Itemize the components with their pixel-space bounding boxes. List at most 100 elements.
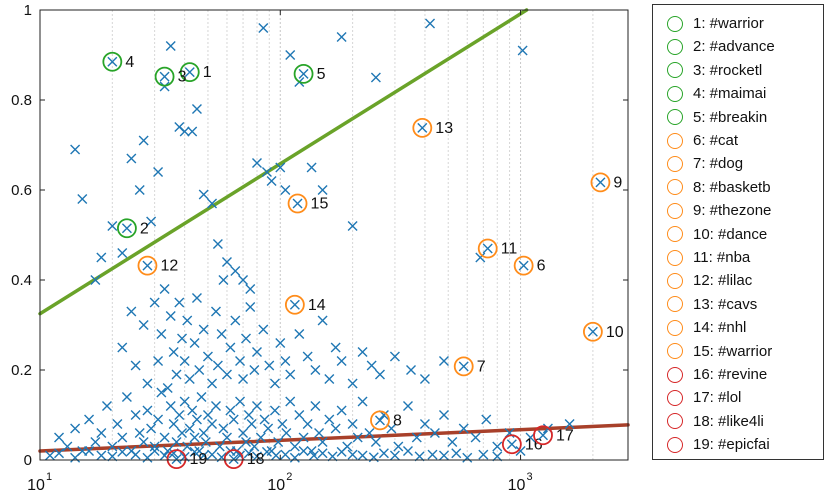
legend-label: 9: #thezone [693, 202, 772, 220]
data-point [174, 297, 185, 308]
data-point [317, 315, 328, 326]
y-tick-label: 0.2 [11, 362, 32, 379]
data-point [269, 405, 280, 416]
data-point [370, 437, 381, 447]
data-point [171, 454, 182, 465]
data-point [451, 448, 462, 459]
data-point [302, 419, 313, 429]
data-point [54, 432, 65, 443]
legend-circle-icon [667, 132, 683, 149]
data-point [374, 415, 385, 426]
data-point [336, 446, 347, 457]
legend-item: 9: #thezone [653, 199, 823, 222]
highlight-circle [154, 66, 175, 87]
legend-circle-icon [667, 389, 683, 406]
legend-item: 7: #dog [653, 152, 823, 175]
legend-circle-icon [667, 366, 683, 383]
data-point [112, 419, 123, 429]
data-point [246, 419, 257, 429]
data-point [198, 324, 209, 335]
data-point [212, 239, 223, 249]
data-point [393, 441, 404, 452]
data-point [458, 423, 469, 434]
data-point [238, 374, 249, 384]
data-point [210, 401, 221, 411]
legend-label: 13: #cavs [693, 295, 758, 313]
data-point [165, 311, 176, 321]
legend-label: 6: #cat [693, 132, 739, 149]
data-point [184, 423, 195, 434]
data-point [138, 437, 149, 447]
point-label: 7 [477, 358, 486, 375]
data-point [357, 347, 368, 357]
data-point [261, 167, 272, 177]
data-point [187, 126, 198, 137]
data-point [518, 260, 529, 271]
legend-circle-icon [667, 15, 683, 32]
data-point [285, 396, 296, 407]
data-point [411, 432, 422, 443]
data-point [251, 401, 262, 411]
data-point [587, 326, 598, 337]
data-point [189, 432, 200, 443]
data-point [243, 448, 254, 459]
data-point [117, 446, 128, 457]
data-point [216, 329, 227, 339]
data-point [298, 446, 309, 456]
data-point [162, 383, 173, 393]
data-point [218, 423, 229, 434]
data-point [314, 428, 325, 438]
legend-item: 19: #epicfai [653, 433, 823, 456]
data-point [153, 414, 164, 425]
data-point [84, 414, 95, 425]
legend-item: 18: #like4li [653, 410, 823, 433]
data-point [198, 450, 209, 461]
data-point [162, 446, 173, 456]
data-point [269, 378, 280, 389]
data-point [289, 452, 300, 463]
data-point [202, 410, 213, 420]
data-point [402, 401, 413, 411]
legend-circle-icon [667, 109, 683, 126]
legend-circle-icon [667, 319, 683, 336]
legend-item: 13: #cavs [653, 293, 823, 316]
data-point [191, 414, 202, 425]
data-point [130, 449, 141, 460]
data-point [258, 324, 269, 335]
data-point [96, 450, 107, 461]
data-point [492, 441, 503, 452]
legend-circle-icon [667, 179, 683, 196]
data-point [255, 432, 266, 443]
legend-item: 14: #nhl [653, 316, 823, 339]
data-point [251, 347, 262, 357]
point-label: 12 [160, 258, 178, 275]
data-point [225, 405, 236, 416]
data-point [419, 374, 430, 384]
data-point [168, 419, 179, 429]
data-point [134, 185, 145, 195]
data-point [198, 428, 209, 438]
plot-area-frame [39, 9, 629, 461]
data-point [198, 189, 209, 200]
data-point [90, 437, 101, 447]
data-point [595, 177, 606, 188]
legend-label: 14: #nhl [693, 319, 747, 337]
data-point [470, 432, 481, 443]
data-point [289, 299, 300, 310]
legend-item: 6: #cat [653, 129, 823, 152]
data-point [273, 437, 284, 447]
legend-label: 16: #revine [693, 366, 768, 383]
highlight-circle [223, 449, 244, 470]
data-point [171, 369, 182, 380]
data-point [77, 194, 88, 204]
data-point [126, 153, 137, 164]
data-point [462, 452, 473, 463]
data-point [146, 423, 157, 434]
legend-label: 4: #maimai [693, 85, 767, 103]
data-point [130, 410, 141, 420]
data-point [366, 360, 377, 371]
legend-circle-icon [667, 436, 683, 453]
data-point [230, 266, 241, 276]
